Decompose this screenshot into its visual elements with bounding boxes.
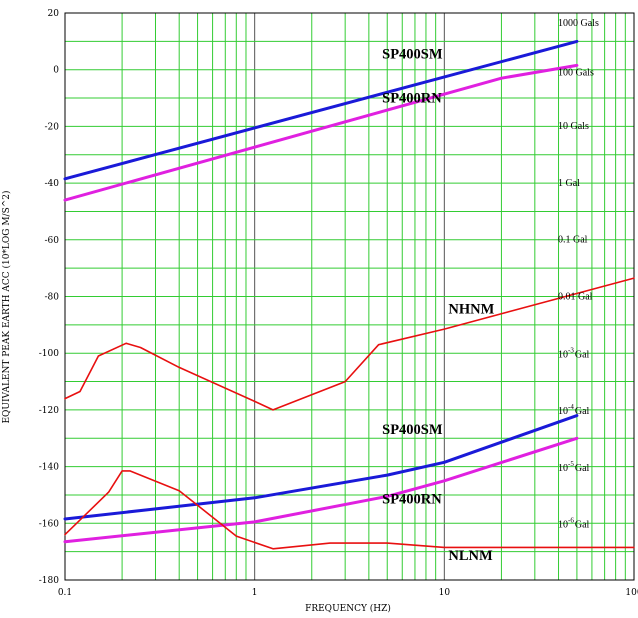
gal-scale-label: 0.1 Gal [558, 235, 588, 246]
gal-scale-label: 1000 Gals [558, 18, 599, 29]
x-axis-title: FREQUENCY (HZ) [305, 603, 391, 614]
series-line-sp400rn [63, 63, 579, 202]
y-axis-title: EQUIVALENT PEAK EARTH ACC (10*LOG M/S^2) [1, 190, 12, 423]
x-tick-label: 0.1 [58, 588, 72, 598]
curve-label: SP400RN [382, 90, 442, 106]
y-tick-label: -60 [45, 236, 60, 246]
y-tick-label: -180 [39, 576, 59, 586]
curve-labels: SP400SM SP400RN NHNM SP400SM SP400RN NLNM [382, 46, 494, 564]
series-line-nlnm [64, 470, 635, 550]
x-tick-label: 1 [252, 588, 258, 598]
series-lines [63, 39, 635, 550]
series-line-sp400rn [63, 436, 579, 544]
y-tick-label: -160 [39, 519, 59, 529]
gal-scale-label: 10 Gals [558, 121, 589, 132]
gal-scale-label: 100 Gals [558, 67, 594, 78]
y-tick-label: 0 [53, 66, 59, 76]
curve-label: NLNM [448, 548, 493, 564]
gal-scale-labels: 1000 Gals 100 Gals 10 Gals 1 Gal 0.1 Gal 0.01… [558, 18, 599, 531]
gal-scale-label: 1 Gal [558, 178, 580, 189]
curve-label: SP400SM [382, 46, 443, 62]
gal-scale-label: 10-3Gal [558, 346, 590, 360]
curve-label: SP400RN [382, 491, 442, 507]
y-tick-label: -140 [39, 463, 59, 473]
gal-scale-label: 10-4Gal [558, 403, 590, 417]
y-tick-label: 20 [48, 9, 60, 19]
y-tick-label: -40 [45, 179, 60, 189]
series-line-sp400sm [63, 39, 579, 181]
y-axis-ticks: 20 0 -20 -40 -60 -80 -100 -120 -140 -160 -180 [39, 9, 60, 586]
x-axis-ticks: 0.1 1 10 100 [58, 588, 638, 598]
gal-scale-label: 10-5Gal [558, 460, 590, 474]
series-line-sp400sm [63, 414, 579, 521]
plot-frame [64, 12, 635, 581]
series-line-nhnm [64, 277, 635, 411]
y-tick-label: -120 [39, 406, 59, 416]
y-tick-label: -20 [45, 122, 60, 132]
grid [64, 12, 634, 581]
x-tick-label: 100 [625, 588, 638, 598]
y-tick-label: -100 [39, 349, 59, 359]
curve-label: NHNM [448, 302, 494, 318]
curve-label: SP400SM [382, 422, 443, 438]
gal-scale-label: 0.01 Gal [558, 291, 593, 302]
x-tick-label: 10 [439, 588, 451, 598]
gal-scale-label: 10-6Gal [558, 517, 590, 531]
y-tick-label: -80 [45, 293, 60, 303]
